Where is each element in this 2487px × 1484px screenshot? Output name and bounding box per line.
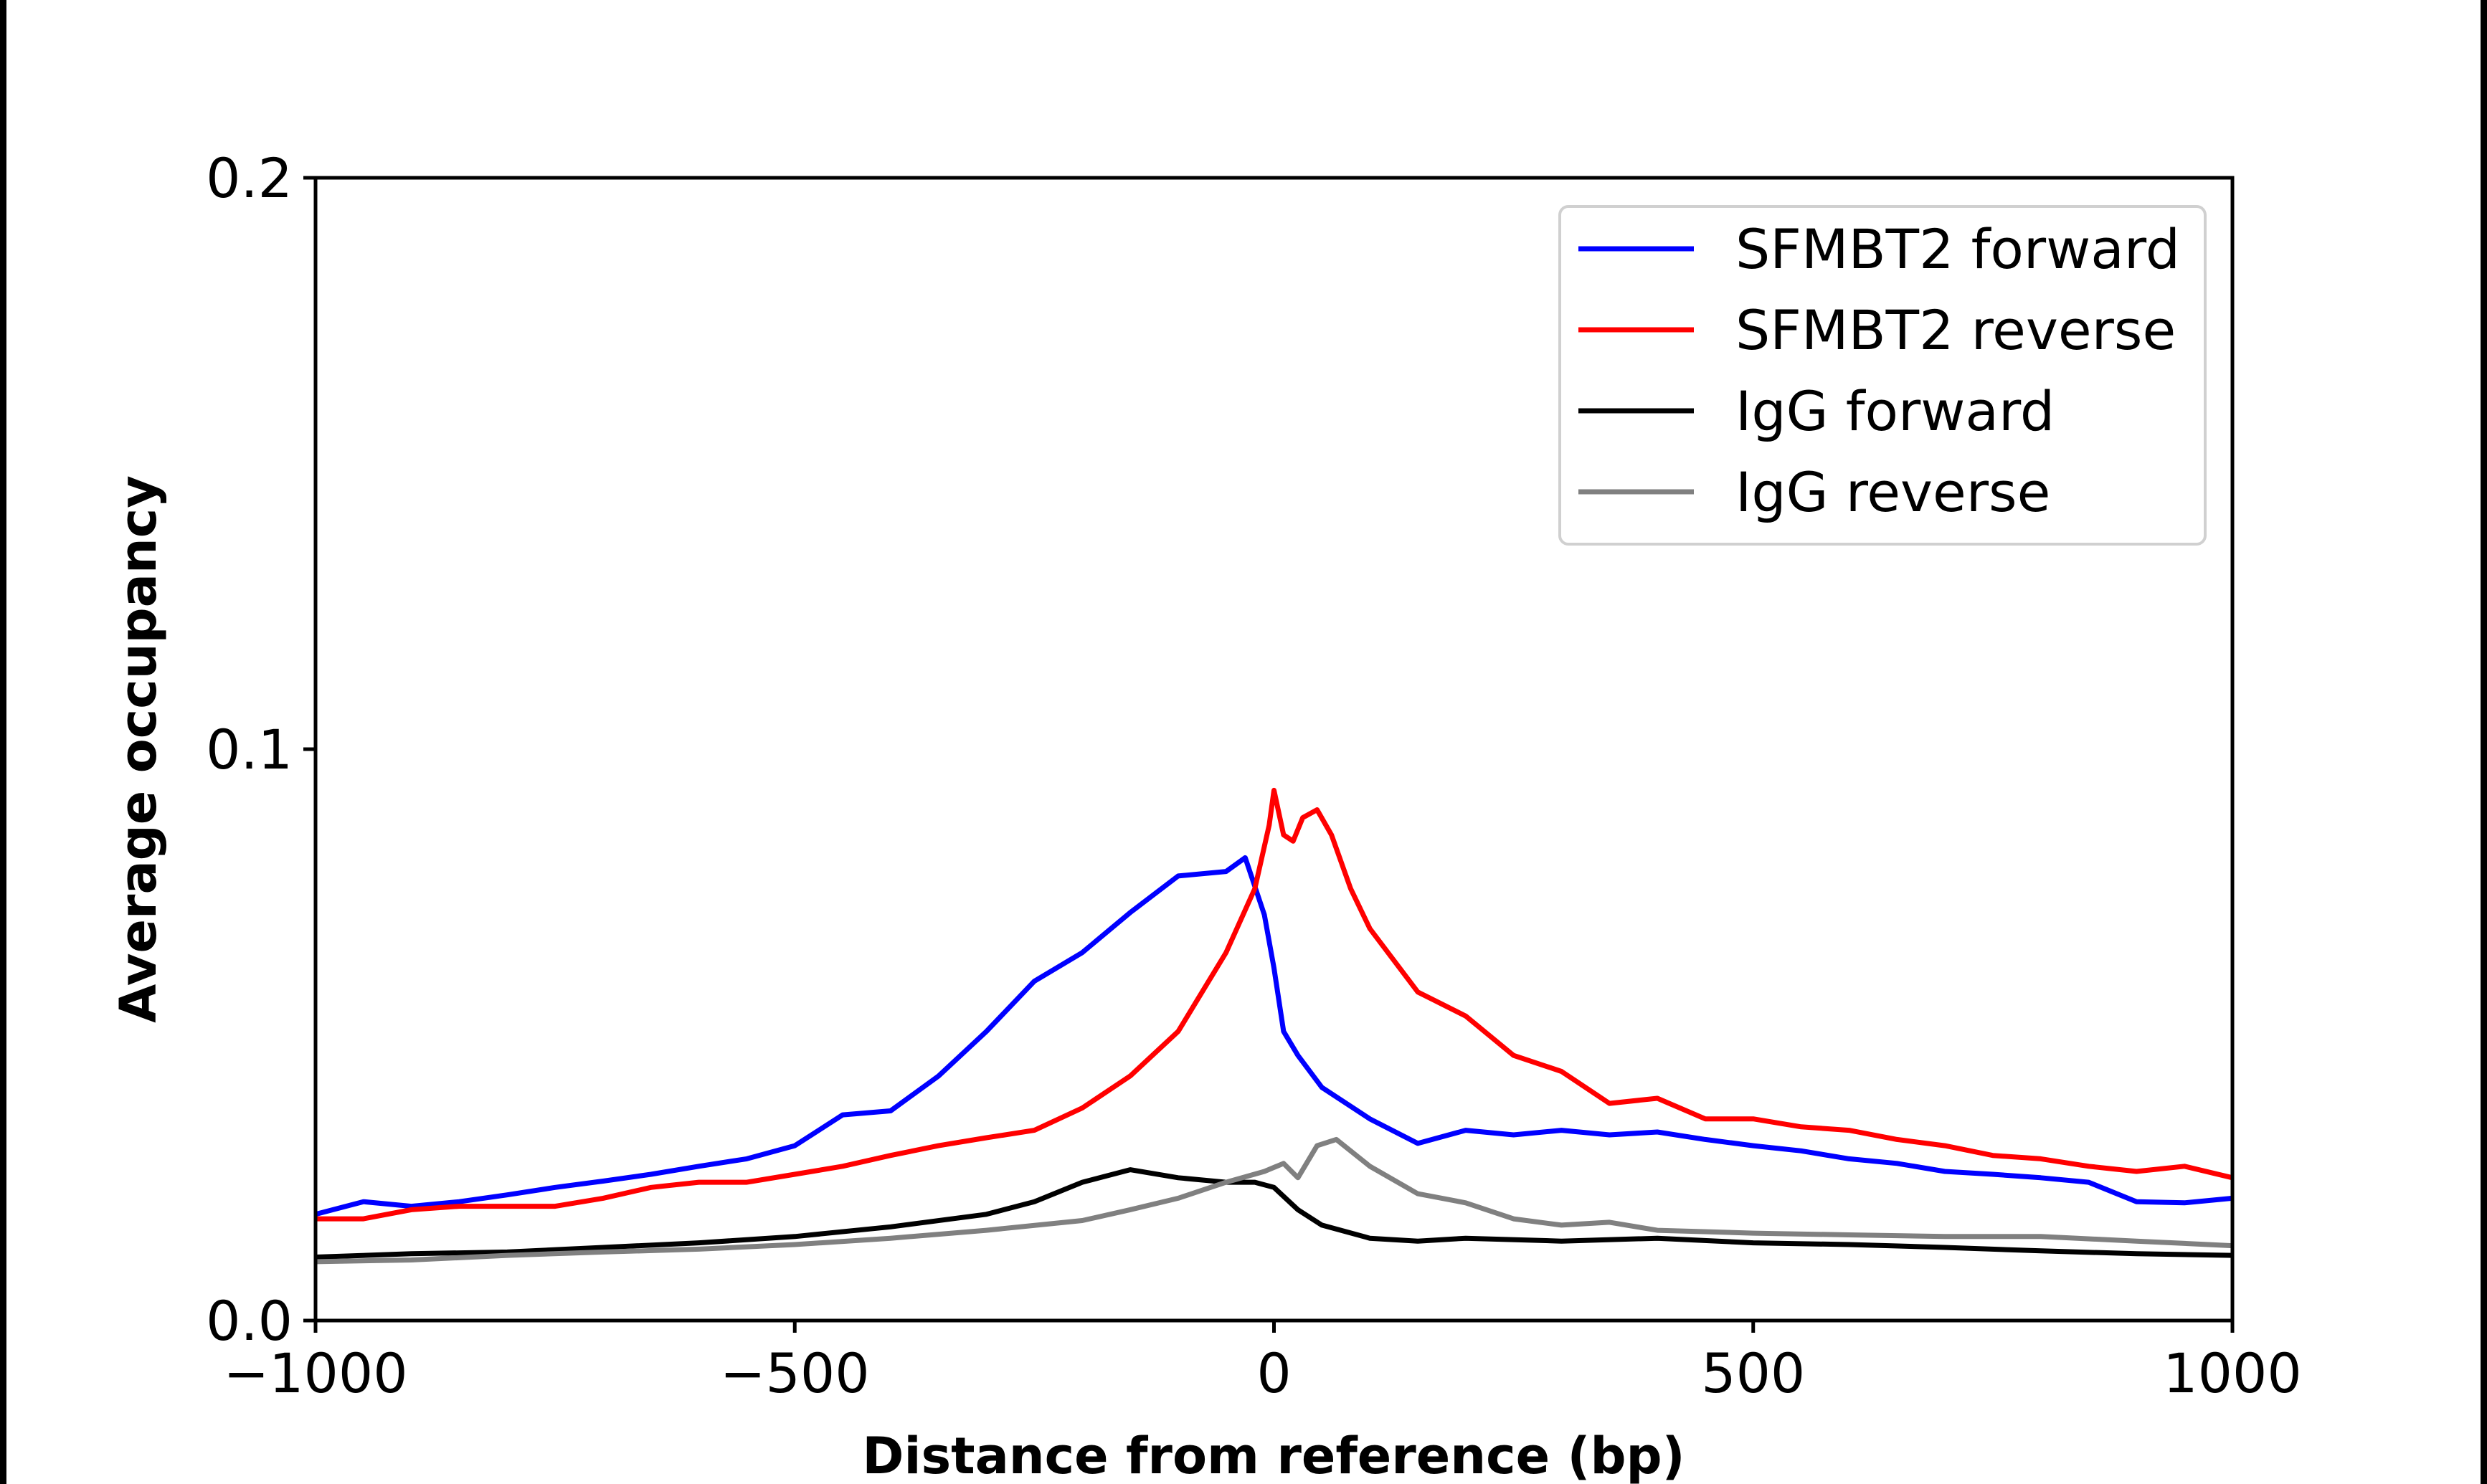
series-line-sfmbt2-reverse (316, 787, 2233, 1222)
y-tick-label: 0.2 (206, 146, 293, 210)
series-line-sfmbt2-forward (315, 855, 2233, 1217)
legend-label: SFMBT2 reverse (1735, 298, 2176, 362)
legend-label: IgG forward (1735, 379, 2055, 443)
x-axis-label: Distance from reference (bp) (862, 1427, 1685, 1484)
legend: SFMBT2 forward SFMBT2 reverse IgG forward I… (1558, 205, 2207, 546)
series-layer (315, 787, 2233, 1265)
y-axis-label: Average occupancy (109, 475, 168, 1023)
y-tick-label: 0.0 (206, 1289, 293, 1353)
series-line-igg-forward (315, 1167, 2233, 1260)
x-tick-label: 1000 (2163, 1341, 2301, 1405)
x-tick-label: 0 (1256, 1341, 1291, 1405)
right-border (2481, 0, 2487, 1484)
left-border (0, 0, 6, 1484)
series-line-igg-reverse (315, 1136, 2233, 1265)
legend-label: IgG reverse (1735, 460, 2050, 524)
x-tick-label: −500 (720, 1341, 870, 1405)
y-tick-label: 0.1 (206, 718, 293, 781)
legend-label: SFMBT2 forward (1735, 217, 2180, 281)
ticks-layer: −1000 −500 0 500 1000 0.0 0.1 0.2 (206, 146, 2302, 1405)
legend-frame (1558, 205, 2207, 546)
x-tick-label: −1000 (223, 1341, 407, 1405)
x-tick-label: 500 (1701, 1341, 1805, 1405)
